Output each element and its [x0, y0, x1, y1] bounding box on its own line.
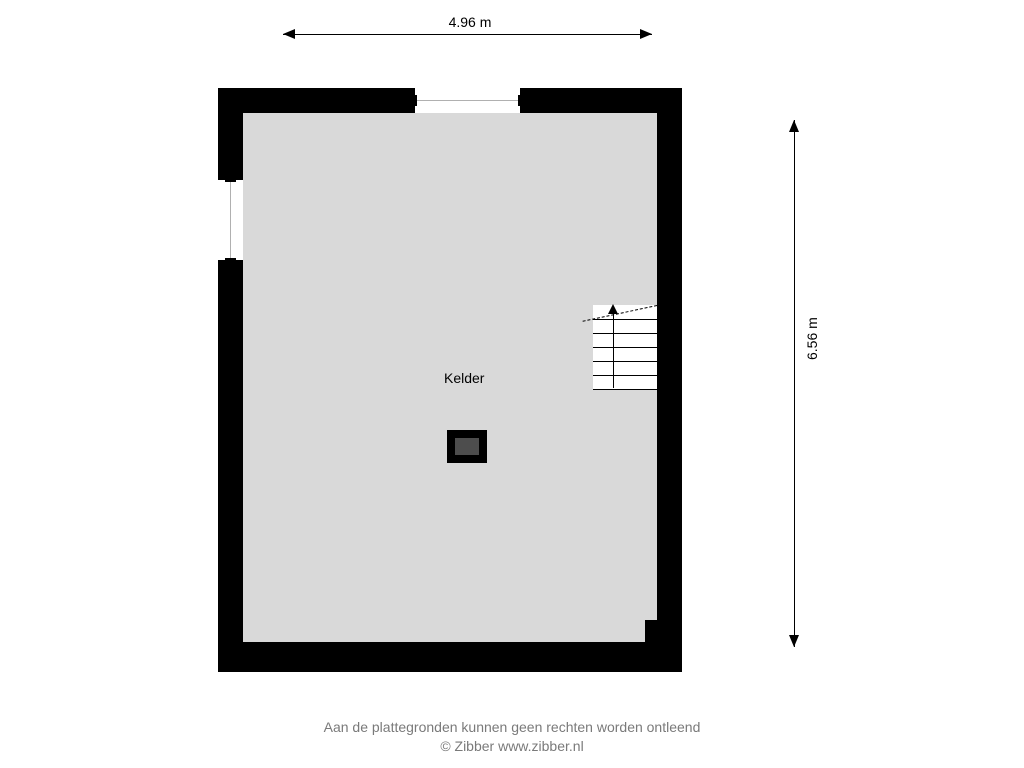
- wall-left-upper: [218, 88, 243, 180]
- dimension-top-line: [283, 34, 652, 35]
- wall-bottom: [218, 642, 682, 672]
- wall-right-upper: [657, 88, 682, 620]
- staircase-arrow-shaft: [613, 312, 614, 388]
- dimension-right-arrow-bottom-icon: [789, 635, 799, 647]
- dimension-top-label: 4.96 m: [430, 14, 510, 30]
- window-top-line: [417, 100, 518, 101]
- wall-left-lower: [218, 260, 243, 672]
- staircase-arrow-head-icon: [608, 304, 618, 314]
- dimension-right-label: 6.56 m: [804, 317, 820, 360]
- wall-top-left: [218, 88, 415, 113]
- window-left-tick-b: [225, 258, 236, 260]
- footnote-line2: © Zibber www.zibber.nl: [440, 738, 583, 754]
- dimension-top-arrow-left-icon: [283, 29, 295, 39]
- dimension-top-arrow-right-icon: [640, 29, 652, 39]
- window-top-tick-r: [518, 95, 520, 106]
- wall-right-jamb: [645, 620, 682, 642]
- window-left-line: [230, 182, 231, 258]
- dimension-right-arrow-top-icon: [789, 120, 799, 132]
- dimension-right-line: [794, 120, 795, 647]
- footnote: Aan de plattegronden kunnen geen rechten…: [0, 718, 1024, 756]
- footnote-line1: Aan de plattegronden kunnen geen rechten…: [324, 719, 701, 735]
- floor-fixture-inner: [455, 438, 479, 455]
- staircase: [593, 305, 657, 390]
- room-label-kelder: Kelder: [444, 370, 484, 386]
- floorplan-stage: 4.96 m 6.56 m Kelder Aan de plat: [0, 0, 1024, 768]
